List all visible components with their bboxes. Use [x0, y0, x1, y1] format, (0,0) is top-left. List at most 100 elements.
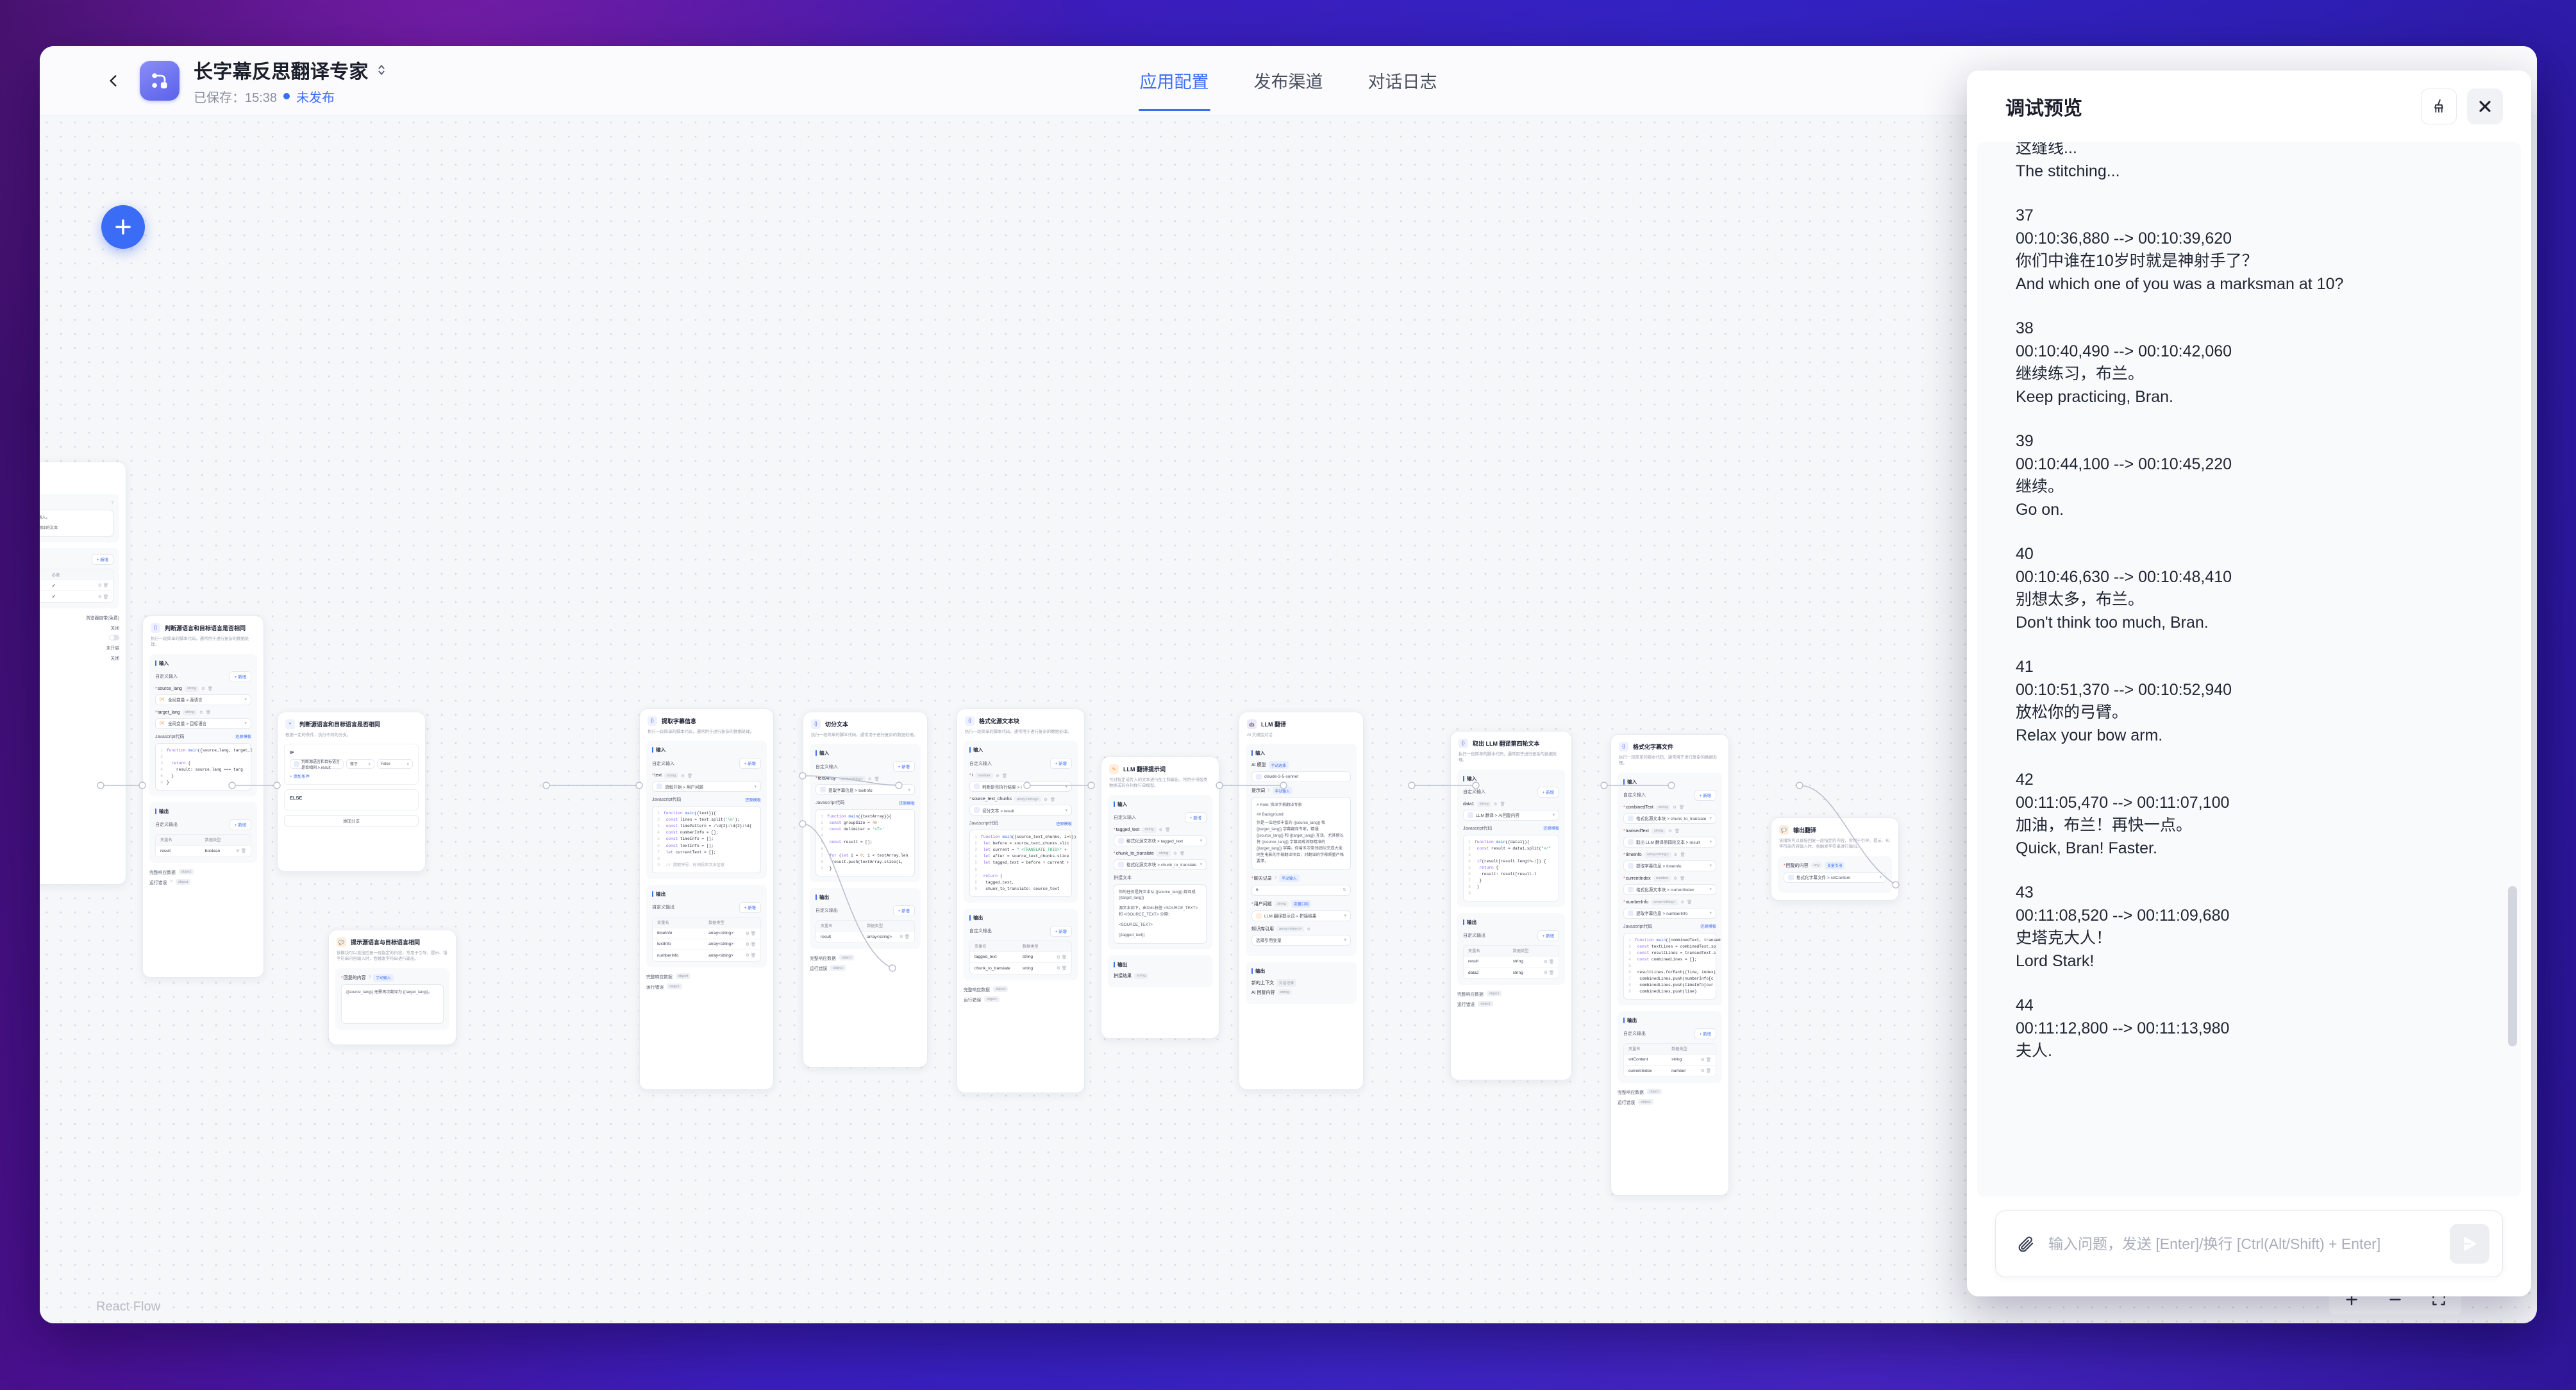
table-row[interactable]: currentIndex number ⚙ 🗑 — [1628, 1068, 1711, 1074]
code-editor[interactable]: 1 function main({source_lang, target_l 2 … — [155, 742, 253, 791]
tab-app-config[interactable]: 应用配置 — [1138, 64, 1210, 111]
restore-template-button[interactable]: 还原模板 — [1543, 826, 1559, 832]
code-editor[interactable]: 1 function main({source_text_chunks, i=0}… — [969, 830, 1076, 897]
back-button[interactable] — [96, 63, 131, 98]
variable-selector[interactable]: 流程开始 > 用户问题 ▾ — [652, 781, 761, 792]
table-row[interactable]: data2 string ⚙ 🗑 — [1468, 970, 1554, 976]
node-compare-languages[interactable]: {} 判断源语言和目标语言是否相同 执行一段简单的脚本代码，通常用于进行复杂的数… — [142, 615, 264, 978]
concat-text[interactable]: 你的任务是将文本从 {{source_lang}} 翻译成 {{target_l… — [1114, 883, 1207, 944]
node-take-fourth-round[interactable]: {} 取出 LLM 翻译第四轮文本 执行一段简单的脚本代码，通常用于进行复杂的数… — [1450, 731, 1572, 1080]
variable-selector[interactable]: 格式化源文本块 > currentIndex ▾ — [1623, 883, 1716, 895]
variable-selector[interactable]: 格式化源文本块 > chunk_to_translate ▾ — [1114, 858, 1207, 870]
table-row[interactable]: timeInfo array<string> ⚙ 🗑 — [653, 928, 760, 939]
mode-toggle[interactable]: 手动输入 — [1279, 874, 1300, 882]
node-format-subtitle-file[interactable]: {} 格式化字幕文件 执行一段简单的脚本代码，通常用于进行复杂的数据处理。 输入… — [1610, 734, 1729, 1196]
add-output-button[interactable]: + 新增 — [229, 819, 251, 830]
tab-conversation-log[interactable]: 对话日志 — [1367, 72, 1437, 92]
clear-conversation-button[interactable] — [2421, 88, 2457, 124]
condition-value[interactable]: False ▾ — [377, 759, 413, 769]
add-branch-button[interactable]: 添加分支 — [284, 815, 419, 827]
node-reply-same-language[interactable]: 💬 提示源语言与目标语言相同 该模块可以直接回复一段指定的内容，常用于引导、提示… — [328, 930, 456, 1045]
add-input-button[interactable]: + 新增 — [739, 758, 761, 769]
variable-selector[interactable]: 判断是否执行结束 > i ▾ — [969, 781, 1072, 792]
add-input-button[interactable]: + 新增 — [229, 671, 251, 682]
mode-toggle[interactable]: 手动输入 — [1272, 787, 1292, 795]
add-output-button[interactable]: + 新增 — [739, 901, 761, 913]
kb-selector[interactable]: 选择引用变量 ▾ — [1251, 934, 1351, 946]
add-input-button[interactable]: + 新增 — [1184, 812, 1207, 823]
node-extract-subtitle-info[interactable]: {} 提取字幕信息 执行一段简单的脚本代码，通常用于进行复杂的数据处理。 输入 … — [639, 708, 774, 1090]
close-panel-button[interactable] — [2467, 88, 2503, 124]
add-condition-button[interactable]: + 添加条件 — [290, 775, 310, 780]
history-count-input[interactable]: 6 ⇅ — [1251, 884, 1351, 896]
mode-toggle[interactable]: 变量引用 — [1825, 861, 1845, 869]
if-branch[interactable]: IF 判断源语言和目标语言是否相同 > result 等于 ▾ False ▾ + … — [284, 744, 419, 785]
extra-row[interactable]: ?浏览器自带(免费) — [85, 616, 119, 621]
status-badge[interactable]: 未发布 — [296, 90, 335, 105]
send-button[interactable] — [2450, 1224, 2489, 1264]
add-input-button[interactable]: + 新增 — [1537, 786, 1559, 798]
add-variable-button[interactable]: + 新增 — [91, 554, 113, 565]
variable-selector[interactable]: 格式化源文本块 > chunk_to_translate ▾ — [1623, 812, 1716, 824]
table-row[interactable]: target_lang✓⚙ 🗑 — [51, 594, 108, 600]
extra-row[interactable]: 关闭 — [110, 626, 119, 632]
reply-content[interactable]: {{source_lang}} 无需再次翻译为 {{target_lang}}。 — [341, 984, 444, 1024]
table-row[interactable]: srtContent string ⚙ 🗑 — [1624, 1055, 1716, 1066]
restore-template-button[interactable]: 还原模板 — [899, 801, 915, 806]
table-row[interactable]: tagged_text string ⚙ 🗑 — [970, 952, 1071, 963]
add-output-button[interactable]: + 新增 — [1694, 1028, 1716, 1039]
add-output-button[interactable]: + 新增 — [892, 905, 915, 916]
variable-selector[interactable]: (x) 全局变量 > 源语言 ▾ — [155, 694, 251, 705]
mode-toggle[interactable]: 手动输入 — [373, 973, 394, 982]
add-output-button[interactable]: + 新增 — [1537, 930, 1559, 941]
restore-template-button[interactable]: 还原模板 — [235, 735, 251, 740]
else-branch[interactable]: ELSE — [284, 789, 419, 811]
add-input-button[interactable]: + 新增 — [1050, 758, 1072, 769]
variable-selector[interactable]: LLM 翻译提示词 > 拼接结果 ▾ — [1251, 910, 1351, 921]
restore-template-button[interactable]: 还原模板 — [1700, 925, 1716, 930]
table-row[interactable]: result array<string> ⚙ 🗑 — [821, 934, 910, 940]
add-input-button[interactable]: + 新增 — [1694, 789, 1716, 801]
variable-selector[interactable]: 切分文本 > result ▾ — [969, 805, 1072, 816]
node-llm-translate[interactable]: 🤖 LLM 翻译 AI 大模型对话 输入 AI 模型 手动选择 claude-3-… — [1239, 712, 1364, 1090]
node-format-source-chunk[interactable]: {} 格式化源文本块 执行一段简单的脚本代码，通常用于进行复杂的数据处理。 输入… — [957, 708, 1085, 1093]
node-app-config[interactable]: ⚙ 应用配置 配置应用的系统参数 开场白? 欢迎使用长字幕反思翻译机器人。 设置… — [40, 462, 126, 885]
paperclip-icon[interactable] — [2015, 1233, 2037, 1255]
variable-selector[interactable]: (x) 全局变量 > 目标语言 ▾ — [155, 717, 251, 729]
toggle-switch[interactable] — [109, 635, 119, 641]
table-row[interactable]: result string ⚙ 🗑 — [1464, 957, 1559, 967]
table-row[interactable]: result boolean ⚙ 🗑 — [160, 848, 246, 854]
debug-output-area[interactable]: 这缝线... The stitching... 37 00:10:36,880 -->… — [1977, 142, 2521, 1196]
model-selector[interactable]: claude-3-5-sonnet — [1251, 771, 1351, 783]
code-editor[interactable]: 1 function main({combinedText, transed 2 … — [1623, 932, 1721, 1000]
mode-toggle[interactable]: 变量引用 — [1291, 900, 1312, 908]
variable-selector[interactable]: 格式化字幕文件 > srtContent ▾ — [1784, 871, 1886, 883]
node-condition[interactable]: ⑂ 判断源语言和目标语言是否相同 根据一定的条件，执行不同的分支。 IF 判断源… — [277, 712, 426, 872]
variable-selector[interactable]: 提取字幕信息 > timeInfo ▾ — [1623, 860, 1716, 871]
chevron-updown-icon[interactable] — [376, 62, 387, 78]
node-split-text[interactable]: {} 切分文本 执行一段简单的脚本代码，通常用于进行复杂的数据处理。 输入 自定… — [803, 712, 928, 1068]
subtitle-scroll[interactable]: 这缝线... The stitching... 37 00:10:36,880 -->… — [1977, 142, 2521, 1196]
restore-template-button[interactable]: 还原模板 — [745, 798, 761, 803]
zoom-out-button[interactable] — [2384, 1289, 2406, 1310]
extra-row[interactable]: 关闭 — [110, 657, 119, 662]
opening-text[interactable]: 欢迎使用长字幕反思翻译机器人。 设置后，可以直接输入需要翻译的文本 — [40, 510, 113, 537]
extra-row[interactable]: ?未开启 — [106, 646, 119, 651]
table-row[interactable]: numberInfo array<string> ⚙ 🗑 — [657, 953, 756, 959]
code-editor[interactable]: 1 function main({text}){ 2 const lines = … — [652, 806, 761, 873]
add-output-button[interactable]: + 新增 — [1050, 925, 1072, 937]
table-row[interactable]: source_lang✓⚙ 🗑 — [40, 580, 113, 592]
extra-row[interactable]: ? — [40, 635, 119, 641]
message-input[interactable] — [2048, 1235, 2438, 1253]
variable-selector[interactable]: 取出 LLM 翻译第四轮文本 > result ▾ — [1623, 836, 1716, 848]
condition-operator[interactable]: 等于 ▾ — [346, 759, 374, 769]
variable-selector[interactable]: 提取字幕信息 > numberInfo ▾ — [1623, 907, 1716, 919]
panel-scrollbar[interactable] — [2508, 886, 2517, 1046]
add-input-button[interactable]: + 新增 — [892, 761, 915, 773]
code-editor[interactable]: 1 function main({data1}){ 2 const result … — [1463, 834, 1559, 901]
mode-toggle[interactable]: 手动选择 — [1268, 761, 1289, 769]
tab-publish-channel[interactable]: 发布渠道 — [1253, 72, 1323, 92]
node-output-translation[interactable]: 💬 输出翻译 该模块可以直接回复一段指定的内容，常用于引导、提示、纠字符串内容输… — [1771, 817, 1899, 901]
variable-selector[interactable]: 格式化源文本块 > tagged_text ▾ — [1114, 835, 1207, 846]
variable-selector[interactable]: 提取字幕信息 > textInfo ▾ — [815, 784, 915, 796]
